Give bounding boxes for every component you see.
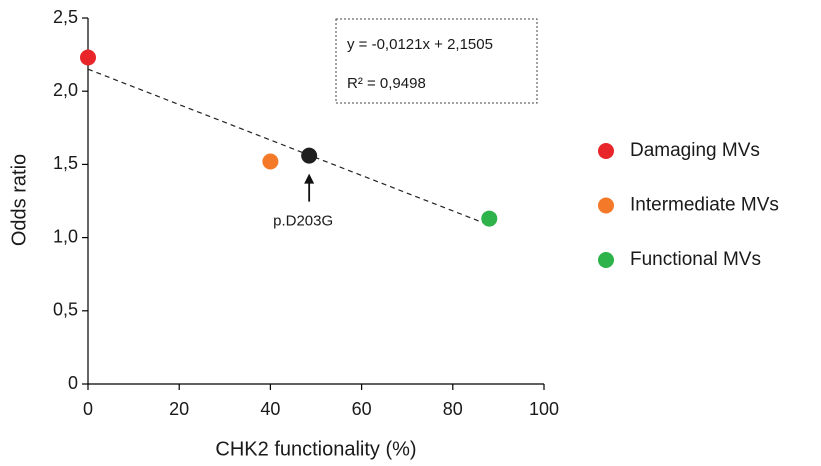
trend-equation: y = -0,0121x + 2,1505 bbox=[347, 36, 493, 53]
point bbox=[481, 210, 498, 227]
r-squared: R² = 0,9498 bbox=[347, 75, 426, 92]
y-tick-label: 0 bbox=[68, 373, 78, 393]
point bbox=[80, 49, 96, 66]
x-tick-label: 0 bbox=[83, 399, 93, 419]
x-axis-title: CHK2 functionality (%) bbox=[215, 438, 416, 460]
legend-label: Damaging MVs bbox=[630, 140, 760, 161]
trend-line bbox=[87, 68, 490, 226]
highlight-point bbox=[301, 147, 318, 164]
equation-box bbox=[335, 18, 538, 104]
point bbox=[262, 153, 279, 170]
x-tick-label: 20 bbox=[169, 399, 189, 419]
y-axis-title: Odds ratio bbox=[8, 154, 30, 246]
y-tick-label: 0,5 bbox=[53, 300, 78, 320]
legend-marker bbox=[598, 197, 614, 214]
legend-label: Functional MVs bbox=[630, 249, 761, 270]
legend-label: Intermediate MVs bbox=[630, 195, 779, 216]
x-tick-label: 60 bbox=[352, 399, 372, 419]
y-tick-label: 1,5 bbox=[53, 153, 78, 173]
y-tick-label: 2,0 bbox=[53, 80, 78, 100]
annotation: p.D203G bbox=[273, 213, 333, 230]
x-tick-label: 80 bbox=[443, 399, 463, 419]
annotation-arrowhead bbox=[304, 173, 315, 184]
y-tick-label: 2,5 bbox=[53, 7, 78, 27]
legend-marker bbox=[598, 252, 614, 268]
x-tick-label: 100 bbox=[529, 399, 559, 419]
x-tick-label: 40 bbox=[260, 399, 280, 419]
y-tick-label: 1,0 bbox=[53, 226, 78, 246]
legend-marker bbox=[598, 143, 614, 159]
